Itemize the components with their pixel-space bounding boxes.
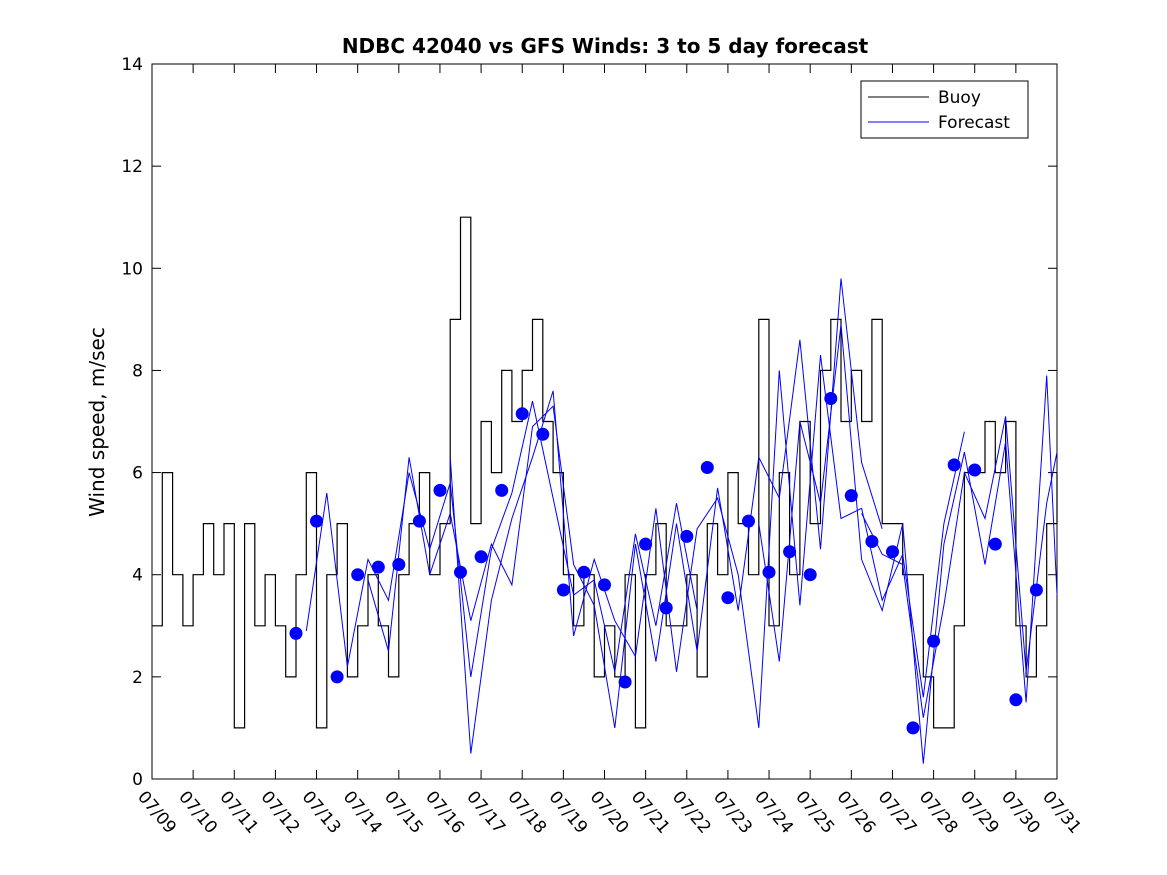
y-tick-label: 2 [132,668,143,688]
forecast-marker [906,721,920,735]
legend-label-buoy: Buoy [938,88,981,108]
forecast-marker [392,558,406,571]
forecast-marker [639,537,653,551]
forecast-marker [865,535,879,548]
forecast-marker [762,565,776,579]
forecast-marker [371,560,385,574]
forecast-marker [680,529,694,543]
forecast-marker [1029,583,1043,597]
forecast-run-line [449,355,965,754]
forecast-marker [947,458,961,472]
forecast-marker [1009,693,1023,707]
forecast-marker [886,545,899,559]
forecast-marker [659,601,673,615]
forecast-marker [474,550,488,564]
forecast-marker [598,578,611,592]
forecast-marker [577,565,591,579]
forecast-marker [289,626,303,640]
forecast-run-line [861,416,1058,718]
y-tick-label: 10 [121,259,143,279]
forecast-marker [454,565,467,579]
forecast-marker [783,545,797,559]
forecast-marker [433,483,447,497]
y-tick-label: 12 [121,157,143,177]
forecast-marker [968,463,982,477]
y-tick-label: 0 [132,770,143,790]
forecast-marker [310,514,323,528]
y-axis-label: Wind speed, m/sec [85,327,109,517]
buoy-series-line [152,216,1058,729]
y-tick-label: 6 [132,464,143,484]
forecast-marker [844,489,858,503]
forecast-marker [495,483,509,497]
y-tick-label: 4 [132,566,143,586]
legend-label-forecast: Forecast [938,113,1010,133]
forecast-marker [515,407,529,421]
y-tick-label: 8 [132,361,143,381]
forecast-marker [618,675,632,689]
y-tick-label: 14 [121,55,143,75]
legend: Buoy Forecast [860,80,1029,139]
chart-title: NDBC 42040 vs GFS Winds: 3 to 5 day fore… [342,34,869,58]
forecast-marker [742,514,755,528]
forecast-marker [330,670,344,684]
forecast-marker [536,427,550,441]
forecast-run-line [367,278,883,728]
legend-box [860,80,1029,139]
forecast-marker [700,461,714,474]
forecast-marker [721,591,735,605]
forecast-marker [824,392,838,405]
forecast-marker [556,583,570,597]
forecast-marker [412,514,426,528]
forecast-run-line [305,400,698,677]
forecast-marker [351,568,365,582]
forecast-marker [988,537,1002,551]
forecast-marker [803,568,817,582]
forecast-marker [927,634,941,648]
